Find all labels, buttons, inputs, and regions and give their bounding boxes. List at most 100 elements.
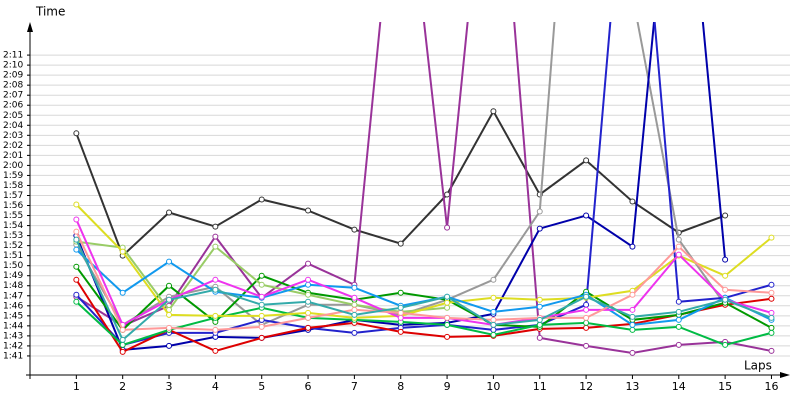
data-point <box>675 341 682 348</box>
y-tick-label: 2:03 <box>3 131 23 141</box>
data-point <box>351 306 358 313</box>
data-point <box>629 243 636 250</box>
data-point <box>722 256 729 263</box>
x-tick-label: 8 <box>397 380 404 393</box>
data-point <box>490 308 497 315</box>
data-point <box>722 286 729 293</box>
data-point <box>166 258 173 265</box>
x-tick-label: 6 <box>305 380 312 393</box>
data-point <box>258 323 265 330</box>
data-point <box>119 336 126 343</box>
data-point <box>536 321 543 328</box>
y-tick-label: 1:46 <box>3 301 23 311</box>
x-tick-label: 2 <box>119 380 126 393</box>
data-point <box>73 201 80 208</box>
series-line <box>75 279 772 354</box>
data-point <box>768 234 775 241</box>
data-point <box>73 298 80 305</box>
data-point <box>397 328 404 335</box>
y-axis-label: Time <box>35 5 65 19</box>
data-point <box>258 196 265 203</box>
series-line <box>75 219 772 327</box>
data-point <box>768 329 775 336</box>
data-point <box>536 303 543 310</box>
data-point <box>119 341 126 348</box>
y-tick-label: 1:44 <box>3 321 23 331</box>
y-tick-label: 1:51 <box>3 251 23 261</box>
data-point <box>583 314 590 321</box>
data-point <box>675 236 682 243</box>
data-point <box>258 312 265 319</box>
x-tick-label: 3 <box>166 380 173 393</box>
x-tick-label: 10 <box>486 380 500 393</box>
series-line <box>75 231 772 331</box>
data-point <box>675 243 682 250</box>
data-point <box>444 321 451 328</box>
data-point <box>305 260 312 267</box>
data-point <box>73 263 80 270</box>
y-tick-label: 1:42 <box>3 341 23 351</box>
data-point <box>722 272 729 279</box>
data-point <box>444 333 451 340</box>
data-point <box>212 243 219 250</box>
data-point <box>397 304 404 311</box>
data-point <box>768 309 775 316</box>
y-tick-label: 2:00 <box>3 161 23 171</box>
x-tick-label: 12 <box>579 380 593 393</box>
y-tick-label: 1:52 <box>3 241 23 251</box>
y-tick-label: 2:10 <box>3 61 23 71</box>
data-point <box>258 301 265 308</box>
data-point <box>212 347 219 354</box>
data-point <box>536 296 543 303</box>
x-axis-label: Laps <box>744 359 772 373</box>
data-point <box>490 316 497 323</box>
data-point <box>212 326 219 333</box>
data-point <box>119 348 126 355</box>
data-point <box>305 291 312 298</box>
data-point <box>536 334 543 341</box>
data-point <box>768 347 775 354</box>
data-point <box>166 282 173 289</box>
series-line <box>75 301 772 347</box>
data-point <box>73 236 80 243</box>
y-tick-label: 1:41 <box>3 351 23 361</box>
data-point <box>351 294 358 301</box>
data-point <box>583 301 590 308</box>
data-point <box>490 326 497 333</box>
series-line <box>75 239 772 342</box>
x-tick-label: 9 <box>444 380 451 393</box>
data-point <box>490 331 497 338</box>
data-point <box>629 306 636 313</box>
data-point <box>444 191 451 198</box>
data-point <box>397 289 404 296</box>
y-tick-label: 1:45 <box>3 311 23 321</box>
data-point <box>722 212 729 219</box>
data-point <box>536 208 543 215</box>
y-tick-label: 1:50 <box>3 261 23 271</box>
data-point <box>583 324 590 331</box>
y-tick-label: 1:48 <box>3 281 23 291</box>
data-point <box>583 306 590 313</box>
data-point <box>212 286 219 293</box>
data-point <box>397 314 404 321</box>
data-point <box>583 319 590 326</box>
data-point <box>675 316 682 323</box>
data-point <box>166 342 173 349</box>
data-point <box>675 308 682 315</box>
data-point <box>444 304 451 311</box>
x-tick-label: 5 <box>258 380 265 393</box>
data-point <box>119 248 126 255</box>
data-point <box>258 334 265 341</box>
y-tick-label: 2:06 <box>3 101 23 111</box>
data-point <box>212 233 219 240</box>
y-tick-label: 1:47 <box>3 291 23 301</box>
data-point <box>212 223 219 230</box>
data-point <box>212 276 219 283</box>
data-point <box>73 130 80 137</box>
data-point <box>444 314 451 321</box>
data-point <box>490 321 497 328</box>
x-tick-label: 15 <box>718 380 732 393</box>
data-point <box>166 311 173 318</box>
data-point <box>73 216 80 223</box>
